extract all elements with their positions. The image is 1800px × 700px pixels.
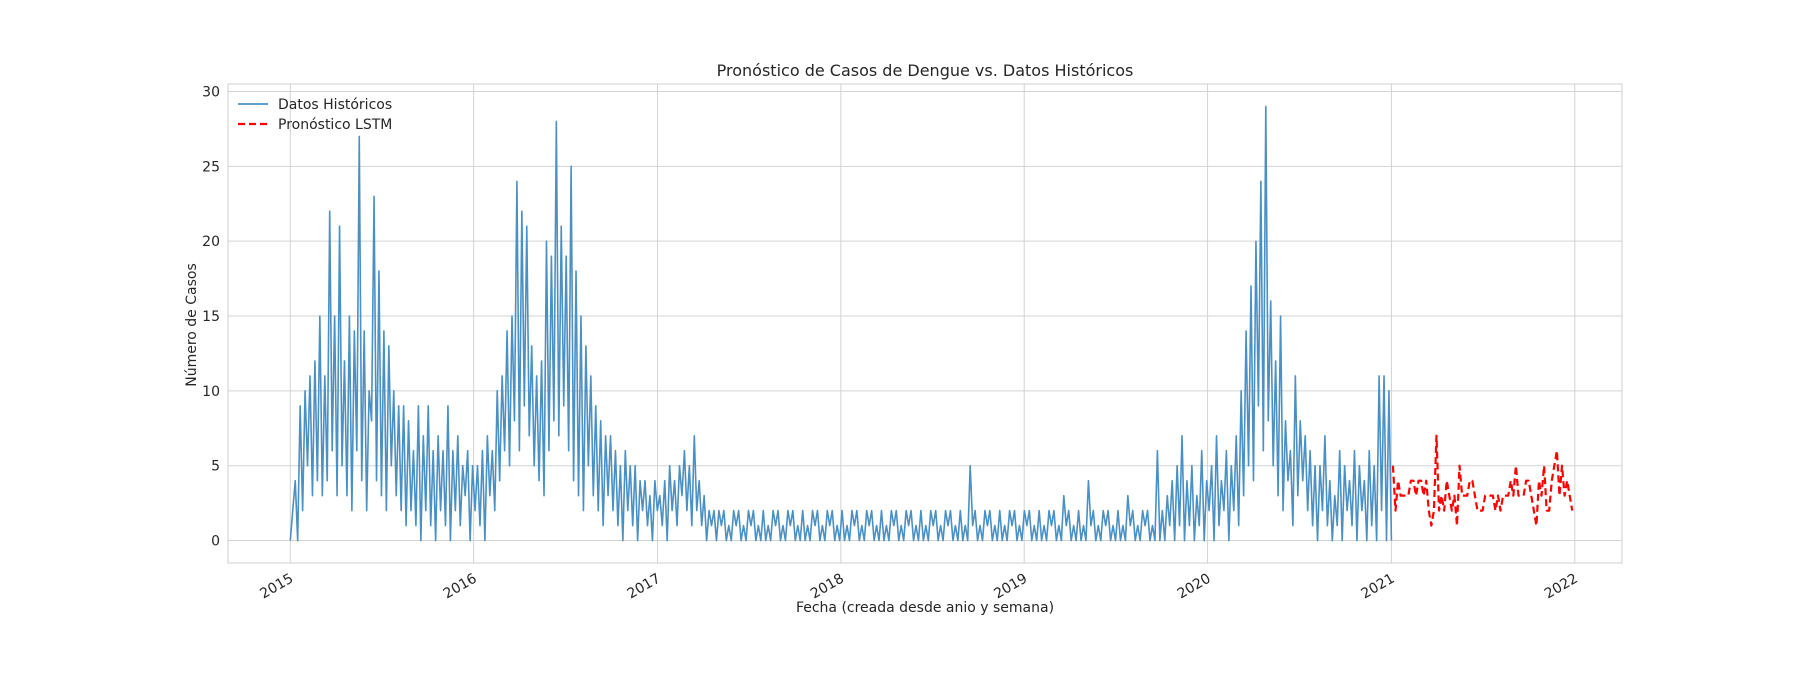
y-tick-label: 5 bbox=[211, 459, 220, 475]
x-tick-label: 2020 bbox=[1175, 571, 1214, 603]
y-tick-label: 25 bbox=[202, 159, 220, 175]
y-tick-label: 20 bbox=[202, 234, 220, 250]
x-tick-label: 2019 bbox=[991, 571, 1030, 603]
y-tick-label: 0 bbox=[211, 534, 220, 550]
x-tick-label: 2021 bbox=[1359, 571, 1398, 603]
grid bbox=[228, 84, 1622, 563]
x-axis-label: Fecha (creada desde anio y semana) bbox=[796, 600, 1054, 616]
x-tick-label: 2018 bbox=[808, 571, 847, 603]
ticks-layer: 0 5 10 15 20 25 30 2015 2016 2017 2018 2019 2020 2021… bbox=[202, 84, 1581, 602]
chart-title: Pronóstico de Casos de Dengue vs. Datos … bbox=[717, 61, 1134, 80]
plot-frame bbox=[227, 83, 1623, 564]
y-tick-label: 10 bbox=[202, 384, 220, 400]
legend-label: Datos Históricos bbox=[278, 97, 392, 113]
x-tick-label: 2017 bbox=[625, 571, 664, 603]
legend-label: Pronóstico LSTM bbox=[278, 117, 392, 133]
x-tick-label: 2015 bbox=[257, 571, 296, 603]
series-line-historical bbox=[289, 105, 1393, 542]
series-layer bbox=[289, 105, 1574, 542]
legend: Datos Históricos Pronóstico LSTM bbox=[238, 97, 392, 133]
y-tick-label: 15 bbox=[202, 309, 220, 325]
y-axis-label: Número de Casos bbox=[184, 263, 200, 387]
x-tick-label: 2022 bbox=[1542, 571, 1581, 603]
series-line-forecast bbox=[1391, 434, 1574, 527]
y-tick-label: 30 bbox=[202, 84, 220, 100]
x-tick-label: 2016 bbox=[441, 571, 480, 603]
